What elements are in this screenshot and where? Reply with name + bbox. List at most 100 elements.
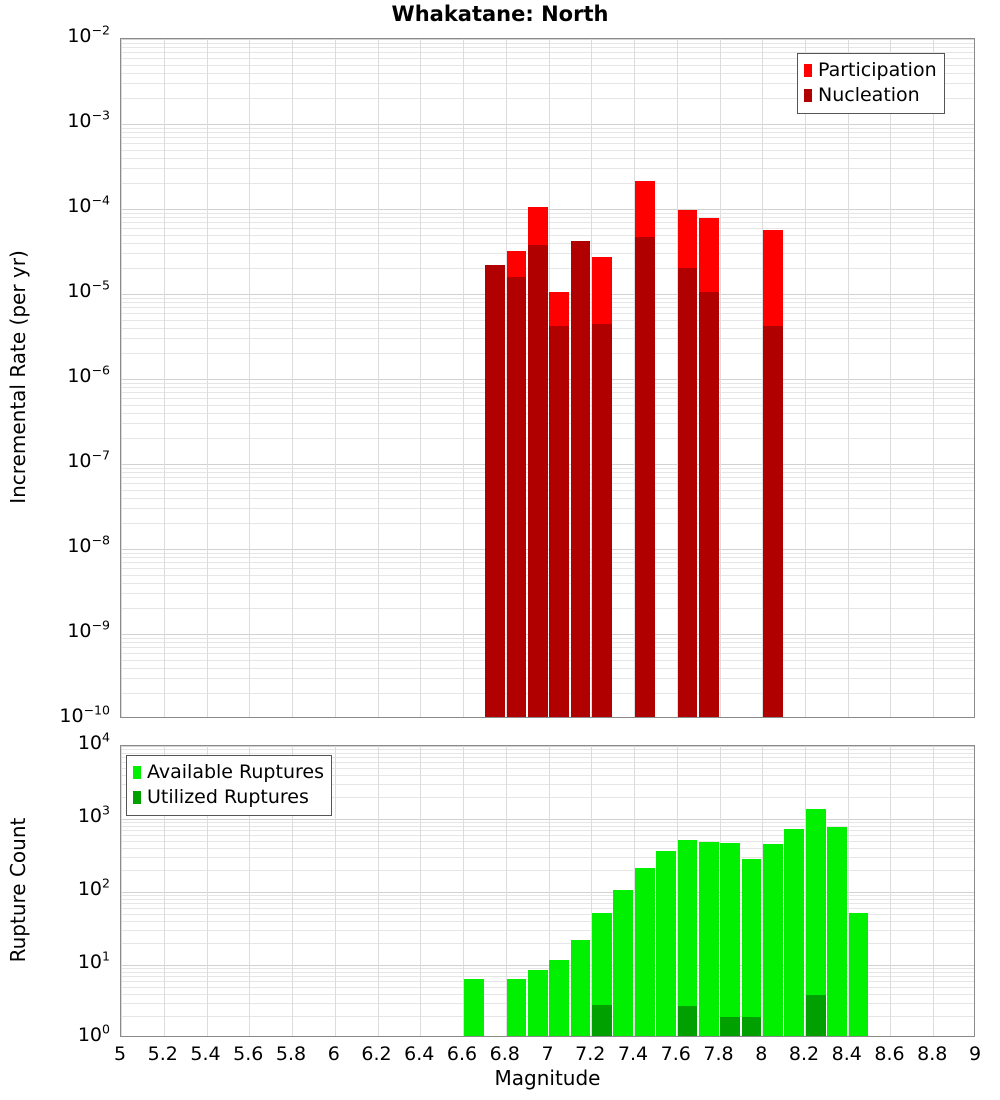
bottom-legend: Available Ruptures Utilized Ruptures [126,755,332,816]
utilized-ruptures-bar [741,1017,762,1036]
legend-label: Participation [818,59,937,81]
available-ruptures-bar [720,843,741,1036]
utilized-ruptures-bar [720,1017,741,1036]
gridline-horizontal [121,52,974,53]
gridline-horizontal [121,150,974,151]
legend-item: Participation [804,58,937,83]
gridline-horizontal [121,168,974,169]
y-tick-label: 10−2 [67,22,110,47]
available-ruptures-bar [805,808,826,1036]
y-tick-label: 104 [77,729,110,754]
gridline-vertical [463,746,464,1036]
utilized-ruptures-bar [677,1005,698,1036]
nucleation-bar [549,325,570,717]
bar [527,746,548,1036]
bar [549,39,570,717]
gridline-vertical [121,39,122,717]
legend-swatch-icon [133,791,141,804]
gridline-horizontal [121,830,974,831]
gridline-vertical [164,746,165,1036]
bar [570,39,591,717]
available-ruptures-bar [570,939,591,1036]
bar [592,39,612,717]
bar [698,39,719,717]
x-tick-label: 7.2 [575,1043,606,1065]
gridline-horizontal [121,921,974,922]
gridline-vertical [463,39,464,717]
gridline-horizontal [121,73,974,74]
gridline-vertical [634,746,635,1036]
x-tick-label: 5.4 [190,1043,221,1065]
y-tick-label: 103 [77,802,110,827]
gridline-vertical [164,39,165,717]
y-tick-label: 101 [77,948,110,973]
bar [463,746,484,1036]
gridline-vertical [121,746,122,1036]
gridline-horizontal [121,892,974,893]
bar [848,746,869,1036]
gridline-horizontal [121,914,974,915]
gridline-vertical [420,39,421,717]
gridline-horizontal [121,784,974,785]
bar [805,746,826,1036]
nucleation-bar [506,277,527,717]
available-ruptures-bar [527,970,548,1036]
gridline-vertical [335,746,336,1036]
legend-label: Available Ruptures [147,761,324,783]
x-tick-label: 5.2 [147,1043,178,1065]
x-tick-label: 7.6 [660,1043,691,1065]
gridline-horizontal [121,835,974,836]
gridline-vertical [805,39,806,717]
bottom-plot-area [121,746,974,1036]
gridline-vertical [933,39,934,717]
gridline-horizontal [121,47,974,48]
utilized-ruptures-bar [592,1004,612,1036]
gridline-horizontal [121,899,974,900]
available-ruptures-bar [763,843,783,1036]
nucleation-bar [677,268,698,717]
gridline-vertical [292,746,293,1036]
nucleation-bar [592,324,612,717]
nucleation-bar [570,240,591,717]
gridline-horizontal [121,768,974,769]
gridline-vertical [292,39,293,717]
gridline-horizontal [121,826,974,827]
gridline-vertical [207,39,208,717]
x-tick-label: 5 [113,1043,127,1065]
y-tick-label: 10−10 [59,702,110,727]
gridline-vertical [249,39,250,717]
gridline-horizontal [121,124,974,125]
gridline-vertical [890,746,891,1036]
bar [763,39,783,717]
bar [592,746,612,1036]
y-tick-label: 10−6 [67,362,110,387]
available-ruptures-bar [613,889,634,1036]
legend-item: Utilized Ruptures [133,785,324,810]
gridline-vertical [762,746,763,1036]
gridline-vertical [720,39,721,717]
gridline-horizontal [121,137,974,138]
available-ruptures-bar [698,842,719,1036]
nucleation-bar [527,244,548,717]
available-ruptures-bar [784,828,805,1036]
gridline-horizontal [121,965,974,966]
available-ruptures-bar [506,979,527,1036]
x-tick-label: 7.8 [703,1043,734,1065]
bar [634,746,655,1036]
nucleation-bar [634,237,655,717]
gridline-horizontal [121,903,974,904]
y-tick-label: 10−8 [67,532,110,557]
gridline-vertical [378,39,379,717]
gridline-vertical [506,746,507,1036]
available-ruptures-bar [677,840,698,1036]
x-tick-label: 8.4 [831,1043,862,1065]
x-tick-label: 6.6 [446,1043,478,1065]
legend-label: Nucleation [818,84,920,106]
bar [698,746,719,1036]
gridline-vertical [677,39,678,717]
y-tick-label: 10−4 [67,192,110,217]
gridline-horizontal [121,930,974,931]
gridline-horizontal [121,895,974,896]
available-ruptures-bar [463,979,484,1036]
